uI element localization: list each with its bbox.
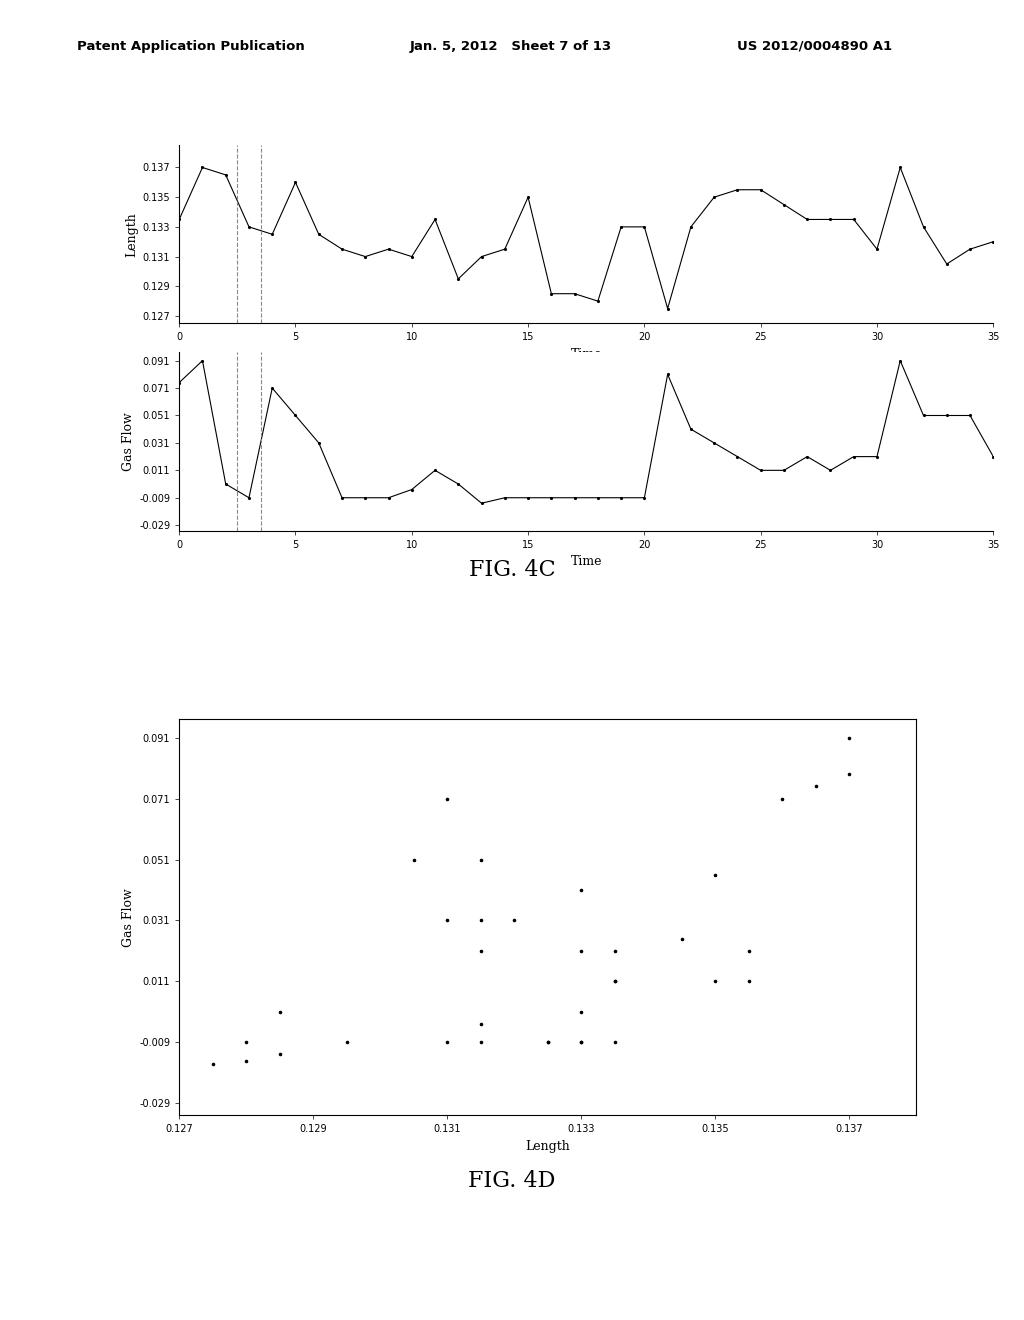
- Y-axis label: Gas Flow: Gas Flow: [122, 888, 135, 946]
- Point: [606, 1032, 623, 1053]
- Point: [406, 849, 422, 870]
- Point: [573, 1032, 590, 1053]
- Text: FIG. 4D: FIG. 4D: [468, 1171, 556, 1192]
- Point: [205, 1053, 221, 1074]
- Point: [808, 776, 824, 797]
- Point: [606, 970, 623, 991]
- Text: Patent Application Publication: Patent Application Publication: [77, 40, 304, 53]
- Point: [339, 1032, 355, 1053]
- Point: [238, 1032, 254, 1053]
- Point: [439, 909, 456, 931]
- Point: [473, 1032, 489, 1053]
- Point: [540, 1032, 556, 1053]
- X-axis label: Time: Time: [570, 556, 602, 568]
- Point: [271, 1002, 288, 1023]
- Point: [540, 1032, 556, 1053]
- Point: [740, 940, 757, 961]
- Point: [842, 764, 858, 785]
- X-axis label: Length: Length: [525, 1140, 570, 1152]
- Text: US 2012/0004890 A1: US 2012/0004890 A1: [737, 40, 892, 53]
- Text: Jan. 5, 2012   Sheet 7 of 13: Jan. 5, 2012 Sheet 7 of 13: [410, 40, 611, 53]
- Point: [506, 909, 522, 931]
- Point: [238, 1049, 254, 1071]
- Y-axis label: Gas Flow: Gas Flow: [122, 412, 135, 471]
- Point: [606, 940, 623, 961]
- Point: [439, 1032, 456, 1053]
- Y-axis label: Length: Length: [125, 213, 138, 256]
- Point: [473, 849, 489, 870]
- Point: [708, 865, 724, 886]
- X-axis label: Time: Time: [570, 348, 602, 360]
- Point: [842, 727, 858, 748]
- Point: [473, 909, 489, 931]
- Point: [573, 1032, 590, 1053]
- Point: [439, 788, 456, 809]
- Point: [740, 970, 757, 991]
- Point: [473, 940, 489, 961]
- Point: [674, 928, 690, 949]
- Point: [271, 1044, 288, 1065]
- Point: [708, 970, 724, 991]
- Text: FIG. 4C: FIG. 4C: [469, 560, 555, 581]
- Point: [573, 1002, 590, 1023]
- Point: [573, 940, 590, 961]
- Point: [473, 1014, 489, 1035]
- Point: [573, 879, 590, 900]
- Point: [774, 788, 791, 809]
- Point: [606, 970, 623, 991]
